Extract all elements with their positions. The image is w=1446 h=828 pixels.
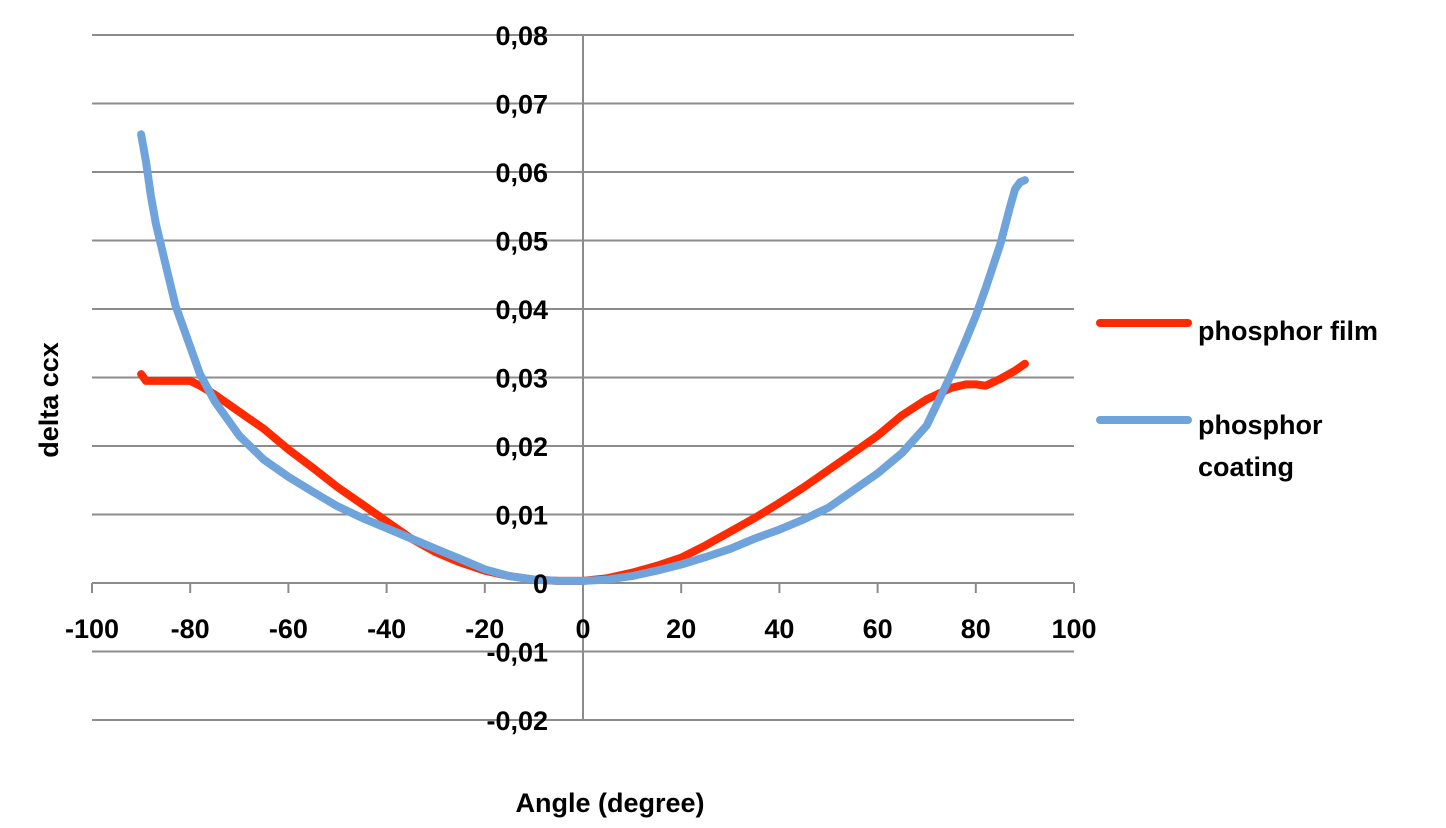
y-tick-label: 0,06 [495,158,548,188]
series-line-phosphor-coating [137,130,1029,585]
x-tick-label: 60 [863,614,893,644]
y-tick-label: 0,08 [495,21,548,51]
x-tick-label: -40 [367,614,406,644]
x-tick-label: -80 [171,614,210,644]
y-tick-label: 0,02 [495,432,548,462]
legend-label-line: coating [1198,452,1294,482]
y-tick-label: -0,01 [486,638,548,668]
x-tick-label: 20 [666,614,696,644]
x-tick-label: 100 [1051,614,1096,644]
y-tick-label: 0,07 [495,90,548,120]
legend-label-line: phosphor [1198,410,1323,440]
x-tick-label: -100 [65,614,119,644]
legend-label-phosphor-film: phosphor film [1198,316,1378,346]
x-tick-label: 0 [575,614,590,644]
y-axis-label: delta ccx [34,342,64,458]
x-tick-label: -60 [269,614,308,644]
x-tick-label: -20 [465,614,504,644]
y-tick-label: 0,05 [495,227,548,257]
y-tick-labels: -0,02 -0,01 0 0,01 0,02 0,03 0,04 0,05 0,06 0,07 0… [486,21,548,736]
x-tick-labels: -100 -80 -60 -40 -20 0 20 40 60 80 100 [65,614,1097,644]
x-tick-label: 80 [961,614,991,644]
y-tick-label: 0,01 [495,501,548,531]
series-layer [137,130,1029,585]
y-tick-label: 0 [533,569,548,599]
y-tick-label: 0,04 [495,295,548,325]
y-tick-label: -0,02 [486,706,548,736]
legend-label-phosphor-coating: phosphor coating [1198,410,1323,482]
y-tick-label: 0,03 [495,364,548,394]
legend: phosphor film phosphor coating [1096,316,1378,482]
x-tick-label: 40 [764,614,794,644]
x-axis-label: Angle (degree) [515,788,704,818]
